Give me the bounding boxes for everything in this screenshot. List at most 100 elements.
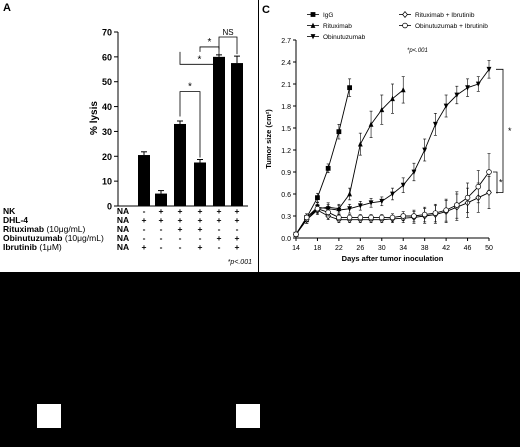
legend-marker: [310, 12, 316, 17]
y-tick-label: 20: [102, 152, 112, 162]
legend-marker: [310, 22, 316, 28]
data-point: [422, 147, 428, 153]
y-tick-label: 0: [107, 202, 112, 212]
data-point: [390, 95, 395, 102]
significance-label: NS: [222, 28, 233, 37]
table-cell: +: [178, 224, 183, 234]
data-point: [486, 189, 492, 196]
x-tick-label: 38: [421, 245, 429, 252]
table-row-label: DHL-4: [3, 215, 28, 225]
x-tick-label: 22: [335, 245, 343, 252]
white-square-right: [236, 404, 260, 428]
x-tick-label: 46: [464, 245, 472, 252]
table-cell: -: [160, 224, 163, 234]
x-tick-label: 42: [442, 245, 450, 252]
data-point: [346, 214, 353, 221]
y-tick-label: 50: [102, 77, 112, 87]
significance-label: *: [208, 37, 212, 48]
y-tick-label: 30: [102, 127, 112, 137]
y-tick-label: 0.6: [281, 192, 291, 199]
table-row-label: Rituximab (10μg/mL): [3, 224, 86, 234]
data-point: [432, 121, 438, 128]
x-tick-label: 14: [292, 245, 300, 252]
significance-bracket: [179, 51, 220, 65]
data-point: [293, 231, 299, 238]
y-tick-label: 60: [102, 52, 112, 62]
table-cell: +: [235, 233, 240, 243]
table-cell: -: [236, 224, 239, 234]
table-cell: +: [235, 206, 240, 216]
table-cell: -: [179, 233, 182, 243]
table-cell: +: [217, 233, 222, 243]
table-cell: -: [218, 242, 221, 252]
table-cell: -: [143, 224, 146, 234]
legend-marker: [310, 34, 316, 40]
data-point: [443, 103, 449, 109]
table-cell: NA: [117, 206, 129, 216]
data-point: [368, 121, 374, 127]
data-point: [325, 165, 331, 171]
table-cell: -: [218, 224, 221, 234]
legend-label: Rituximab + Ibrutinib: [415, 12, 475, 19]
table-row-label: Ibrutinib (1μM): [3, 242, 62, 252]
table-cell: +: [235, 215, 240, 225]
line-chart: 0.0 0.3 0.6 0.9 1.2 1.5 1.8 2.1 2.4 2.7 14 18 22 26 30…: [264, 11, 512, 263]
table-row-label: Obinutuzumab (10μg/mL): [3, 233, 104, 243]
data-point: [400, 182, 406, 189]
y-tick-label: 1.8: [281, 104, 291, 111]
x-tick-label: 30: [378, 245, 386, 252]
data-point: [454, 202, 460, 208]
significance-label: *: [499, 177, 503, 187]
data-point: [379, 198, 385, 205]
significance-bracket: [496, 68, 504, 193]
data-point: [411, 169, 417, 175]
y-tick-label: 2.7: [281, 38, 291, 45]
data-point: [465, 85, 470, 91]
table-cell: NA: [117, 242, 129, 252]
data-point: [432, 210, 439, 216]
data-point: [443, 207, 449, 213]
data-point: [389, 214, 396, 221]
y-tick-label: 0.9: [281, 170, 291, 177]
data-point: [336, 129, 342, 135]
table-cell: NA: [117, 224, 129, 234]
data-point: [347, 206, 353, 212]
table-cell: +: [217, 206, 222, 216]
data-point: [357, 203, 363, 209]
bar: [174, 123, 186, 206]
data-point: [325, 209, 331, 216]
table-cell: +: [159, 206, 164, 216]
footnote: *p<.001: [228, 259, 252, 266]
data-point: [379, 214, 385, 221]
panel-a-label: A: [3, 2, 11, 14]
data-point: [390, 191, 395, 197]
table-cell: +: [178, 215, 183, 225]
data-point: [303, 214, 310, 221]
bar: [213, 56, 225, 206]
data-point: [400, 213, 406, 219]
data-point: [336, 207, 342, 214]
data-point: [379, 106, 385, 113]
y-tick-label: 2.1: [281, 82, 291, 89]
y-tick-label: 0.3: [281, 214, 291, 221]
series-line: [295, 171, 490, 235]
x-tick-label: 50: [485, 245, 493, 252]
series-line: [295, 87, 351, 235]
table-row-label: NK: [3, 206, 16, 216]
legend-label: Obinutuzumab + Ibrutinib: [415, 23, 488, 30]
x-tick-label: 34: [399, 245, 407, 252]
legend-marker: [402, 22, 408, 29]
x-axis-label: Days after tumor inoculation: [342, 254, 444, 263]
table-cell: -: [143, 233, 146, 243]
table-cell: +: [198, 215, 203, 225]
data-point: [357, 141, 363, 147]
y-tick-label: 1.5: [281, 126, 291, 133]
bar: [155, 193, 167, 206]
y-tick-label: 40: [102, 102, 112, 112]
panel-a: A 0 10 20 30 40 50 60 70% lysis * * * NS NK NA - + + + + + D…: [0, 0, 258, 272]
panel-c: C 0.0 0.3 0.6 0.9 1.2 1.5 1.8 2.1 2.4 2.7 14 18 22 26…: [259, 0, 520, 272]
bar: [138, 155, 150, 206]
table-cell: -: [179, 242, 182, 252]
table-cell: +: [159, 215, 164, 225]
